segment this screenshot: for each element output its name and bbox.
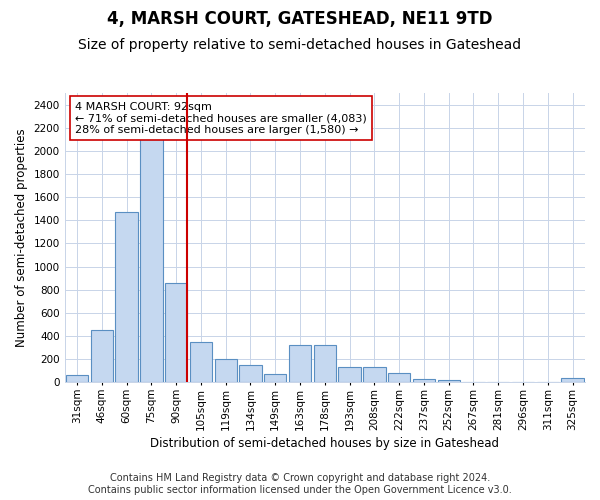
Bar — [264, 374, 286, 382]
Bar — [66, 376, 88, 382]
Text: Size of property relative to semi-detached houses in Gateshead: Size of property relative to semi-detach… — [79, 38, 521, 52]
Bar — [338, 368, 361, 382]
Text: Contains HM Land Registry data © Crown copyright and database right 2024.
Contai: Contains HM Land Registry data © Crown c… — [88, 474, 512, 495]
Bar — [562, 378, 584, 382]
Bar — [215, 359, 237, 382]
Bar — [413, 379, 435, 382]
Text: 4 MARSH COURT: 92sqm
← 71% of semi-detached houses are smaller (4,083)
28% of se: 4 MARSH COURT: 92sqm ← 71% of semi-detac… — [75, 102, 367, 135]
Bar — [91, 330, 113, 382]
Bar — [165, 283, 187, 382]
Text: 4, MARSH COURT, GATESHEAD, NE11 9TD: 4, MARSH COURT, GATESHEAD, NE11 9TD — [107, 10, 493, 28]
Bar — [140, 128, 163, 382]
Bar — [363, 368, 386, 382]
Bar — [115, 212, 138, 382]
Bar — [190, 342, 212, 382]
Bar — [239, 365, 262, 382]
X-axis label: Distribution of semi-detached houses by size in Gateshead: Distribution of semi-detached houses by … — [151, 437, 499, 450]
Y-axis label: Number of semi-detached properties: Number of semi-detached properties — [15, 128, 28, 347]
Bar — [289, 346, 311, 383]
Bar — [388, 373, 410, 382]
Bar — [314, 346, 336, 383]
Bar — [437, 380, 460, 382]
